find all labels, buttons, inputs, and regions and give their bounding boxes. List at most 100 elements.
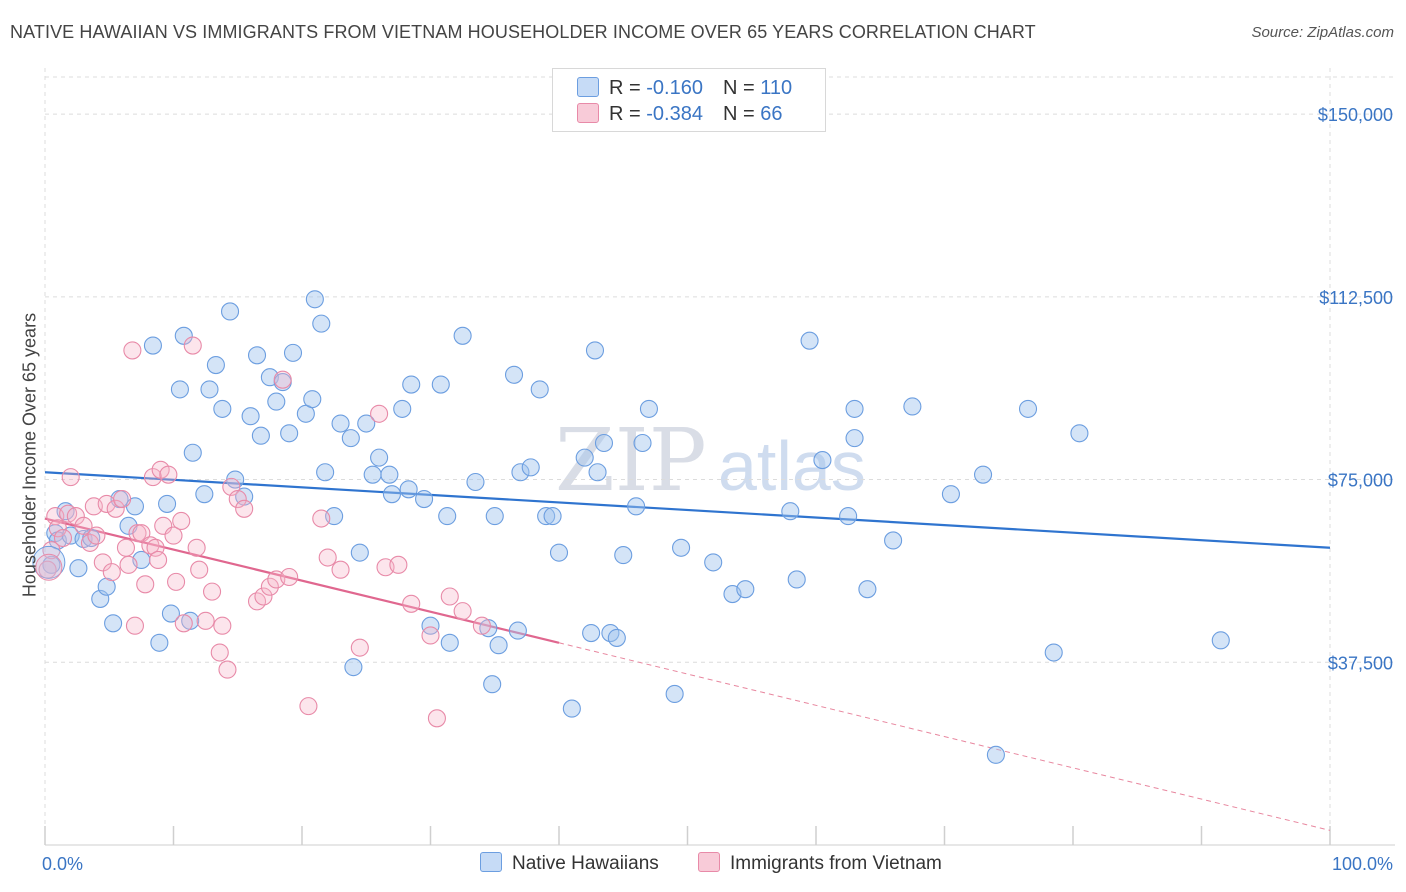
legend-swatch-pink	[577, 103, 599, 123]
point-native-hawaiian	[380, 465, 399, 484]
point-native-hawaiian	[858, 580, 877, 599]
point-native-hawaiian	[200, 380, 219, 399]
point-vietnam	[196, 611, 215, 630]
point-native-hawaiian	[839, 507, 858, 526]
point-vietnam	[260, 577, 279, 596]
point-vietnam	[280, 567, 299, 587]
point-native-hawaiian	[1211, 631, 1230, 650]
point-native-hawaiian	[357, 414, 376, 433]
point-native-hawaiian	[370, 448, 389, 467]
data-points	[32, 290, 1230, 764]
point-native-hawaiian	[672, 538, 691, 557]
point-vietnam	[149, 550, 168, 570]
point-vietnam	[213, 616, 232, 635]
point-native-hawaiian	[521, 458, 540, 477]
point-native-hawaiian	[69, 559, 88, 578]
x-tick-label-max: 100.0%	[1332, 854, 1393, 874]
legend-r-label: R =	[609, 77, 641, 99]
legend-swatch-blue	[480, 852, 502, 872]
legend-n-value: 66	[760, 103, 783, 125]
point-vietnam	[453, 602, 472, 621]
point-vietnam	[174, 614, 193, 633]
point-native-hawaiian	[431, 375, 450, 394]
point-vietnam	[331, 560, 350, 579]
point-vietnam	[472, 616, 491, 635]
point-vietnam	[128, 524, 147, 543]
point-native-hawaiian	[884, 531, 903, 550]
point-vietnam	[48, 519, 67, 538]
point-vietnam	[80, 533, 100, 552]
point-vietnam	[440, 587, 459, 606]
point-vietnam	[350, 638, 369, 657]
point-native-hawaiian	[485, 507, 504, 526]
point-native-hawaiian	[104, 614, 123, 633]
point-vietnam	[159, 465, 178, 484]
point-native-hawaiian	[161, 604, 180, 623]
legend-label-native-hawaiians: Native Hawaiians	[512, 853, 659, 874]
trend-line-vietnam	[44, 517, 560, 644]
legend-label-vietnam: Immigrants from Vietnam	[730, 853, 942, 874]
point-vietnam	[106, 499, 125, 518]
point-native-hawaiian	[220, 302, 240, 321]
point-vietnam	[235, 499, 254, 518]
point-vietnam	[35, 553, 63, 581]
point-vietnam	[312, 509, 331, 528]
trend-line-vietnam-extension	[558, 642, 1331, 831]
point-native-hawaiian	[363, 465, 382, 484]
point-native-hawaiian	[56, 502, 75, 521]
point-native-hawaiian	[483, 675, 502, 694]
point-vietnam	[370, 404, 389, 423]
point-vietnam	[125, 616, 144, 635]
chart-title: NATIVE HAWAIIAN VS IMMIGRANTS FROM VIETN…	[10, 22, 1036, 42]
point-native-hawaiian	[813, 451, 832, 470]
stats-legend: R = -0.160 N = 110 R = -0.384 N = 66	[552, 68, 826, 132]
watermark: ZIP atlas	[555, 411, 866, 511]
bottom-legend-vietnam: Immigrants from Vietnam	[698, 852, 942, 875]
point-native-hawaiian	[331, 414, 350, 433]
legend-r-value: -0.384	[646, 103, 703, 125]
point-native-hawaiian	[241, 407, 260, 426]
legend-r-label: R =	[609, 103, 641, 125]
bottom-legend-native-hawaiians: Native Hawaiians	[480, 852, 659, 875]
point-native-hawaiian	[1018, 399, 1038, 418]
point-native-hawaiian	[585, 341, 605, 360]
point-vietnam	[74, 516, 93, 535]
point-native-hawaiian	[170, 380, 189, 399]
watermark-zip: ZIP	[555, 411, 707, 511]
point-native-hawaiian	[1070, 424, 1089, 443]
point-vietnam	[210, 643, 229, 662]
point-native-hawaiian	[438, 507, 457, 526]
point-vietnam	[116, 538, 136, 557]
point-vietnam	[318, 548, 337, 567]
legend-r-value: -0.160	[646, 77, 703, 99]
source-note: Source: ZipAtlas.com	[1251, 24, 1394, 41]
point-native-hawaiian	[489, 636, 508, 655]
point-native-hawaiian	[344, 658, 363, 677]
y-tick-label: $75,000	[1328, 471, 1393, 491]
point-vietnam	[132, 524, 151, 543]
point-native-hawaiian	[466, 472, 485, 492]
point-native-hawaiian	[195, 485, 214, 504]
point-native-hawaiian	[283, 343, 303, 362]
point-vietnam	[102, 563, 121, 582]
point-native-hawaiian	[562, 699, 581, 718]
point-vietnam	[119, 555, 138, 574]
point-native-hawaiian	[588, 463, 607, 482]
watermark-atlas: atlas	[718, 427, 866, 505]
point-native-hawaiian	[639, 399, 659, 418]
point-native-hawaiian	[280, 424, 299, 443]
point-vietnam	[421, 626, 440, 645]
point-native-hawaiian	[303, 390, 322, 409]
point-native-hawaiian	[251, 426, 270, 445]
point-native-hawaiian	[183, 443, 202, 462]
point-vietnam	[299, 697, 318, 716]
trend-line-native-hawaiians	[44, 471, 1331, 549]
y-tick-label: $150,000	[1318, 105, 1393, 125]
point-native-hawaiian	[787, 570, 806, 589]
point-native-hawaiian	[781, 502, 800, 521]
point-native-hawaiian	[247, 346, 267, 365]
point-native-hawaiian	[845, 399, 864, 418]
point-native-hawaiian	[1044, 643, 1063, 662]
point-native-hawaiian	[607, 628, 626, 647]
